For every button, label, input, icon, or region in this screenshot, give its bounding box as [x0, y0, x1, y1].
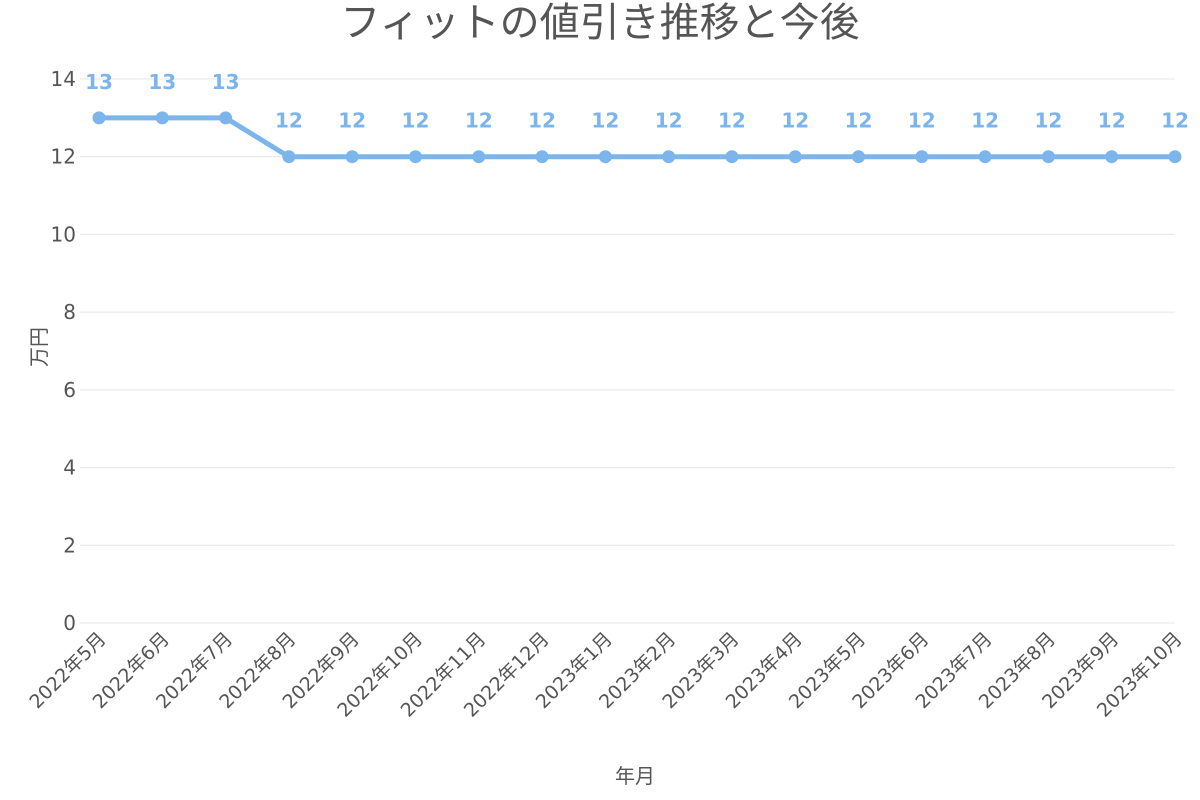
data-point [345, 150, 359, 164]
data-points [92, 111, 1182, 164]
data-point [1041, 150, 1055, 164]
y-tick-label: 2 [63, 533, 76, 557]
data-point [1105, 150, 1119, 164]
data-label: 12 [402, 109, 430, 133]
data-label: 12 [1034, 109, 1062, 133]
data-point [1168, 150, 1182, 164]
data-point [219, 111, 233, 125]
y-tick-label: 6 [63, 378, 76, 402]
data-point [408, 150, 422, 164]
x-axis-label: 年月 [615, 764, 655, 788]
data-label: 12 [908, 109, 936, 133]
data-point [978, 150, 992, 164]
data-label: 12 [275, 109, 303, 133]
data-point [155, 111, 169, 125]
data-label: 12 [655, 109, 683, 133]
data-point [472, 150, 486, 164]
data-point [788, 150, 802, 164]
gridlines [80, 78, 1175, 624]
data-labels: 13 13 13 12 12 12 12 12 12 12 12 12 12 12 12 12 12 12 [85, 70, 1189, 133]
data-label: 13 [85, 70, 113, 94]
series-path [96, 115, 1178, 160]
x-axis-ticks: 2022年5月2022年6月2022年7月2022年8月2022年9月2022年… [25, 628, 1186, 722]
data-point [725, 150, 739, 164]
data-label: 12 [781, 109, 809, 133]
y-tick-label: 8 [63, 300, 76, 324]
data-label: 12 [1161, 109, 1189, 133]
data-label: 12 [845, 109, 873, 133]
y-tick-label: 10 [51, 222, 76, 246]
y-tick-label: 0 [63, 611, 76, 635]
data-label: 12 [338, 109, 366, 133]
data-label: 12 [971, 109, 999, 133]
data-label: 12 [718, 109, 746, 133]
data-label: 12 [528, 109, 556, 133]
data-point [598, 150, 612, 164]
data-label: 12 [1098, 109, 1126, 133]
chart-title: フィットの値引き推移と今後 [340, 0, 860, 46]
data-label: 12 [591, 109, 619, 133]
y-tick-label: 14 [51, 67, 76, 91]
data-label: 13 [148, 70, 176, 94]
data-label: 12 [465, 109, 493, 133]
data-point [92, 111, 106, 125]
series-line [96, 115, 1178, 160]
data-point [282, 150, 296, 164]
data-point [535, 150, 549, 164]
data-label: 13 [212, 70, 240, 94]
data-point [915, 150, 929, 164]
y-axis-ticks: 0 2 4 6 8 10 12 14 [51, 67, 76, 635]
data-point [852, 150, 866, 164]
y-tick-label: 4 [63, 456, 76, 480]
data-point [662, 150, 676, 164]
y-tick-label: 12 [51, 145, 76, 169]
